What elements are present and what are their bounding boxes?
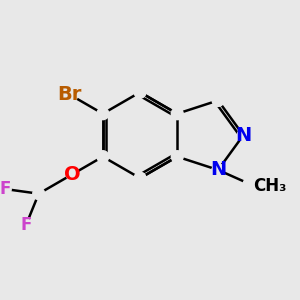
Circle shape xyxy=(247,180,259,191)
Text: CH₃: CH₃ xyxy=(253,177,286,195)
Circle shape xyxy=(212,164,224,176)
Circle shape xyxy=(97,151,109,163)
Text: O: O xyxy=(64,165,80,184)
Text: Br: Br xyxy=(57,85,82,104)
Circle shape xyxy=(33,188,45,200)
Circle shape xyxy=(134,172,146,184)
Circle shape xyxy=(64,88,75,101)
Circle shape xyxy=(171,108,183,120)
Circle shape xyxy=(212,94,224,106)
Text: F: F xyxy=(20,216,32,234)
Circle shape xyxy=(66,169,78,180)
Circle shape xyxy=(61,86,78,103)
Text: N: N xyxy=(210,160,226,179)
Text: F: F xyxy=(0,180,11,198)
Circle shape xyxy=(97,108,109,120)
Circle shape xyxy=(243,175,264,196)
Circle shape xyxy=(237,129,249,141)
Circle shape xyxy=(237,129,249,141)
Circle shape xyxy=(212,164,224,176)
Circle shape xyxy=(20,219,32,231)
Circle shape xyxy=(0,183,11,195)
Circle shape xyxy=(134,86,146,98)
Text: N: N xyxy=(235,126,251,145)
Circle shape xyxy=(171,151,183,163)
